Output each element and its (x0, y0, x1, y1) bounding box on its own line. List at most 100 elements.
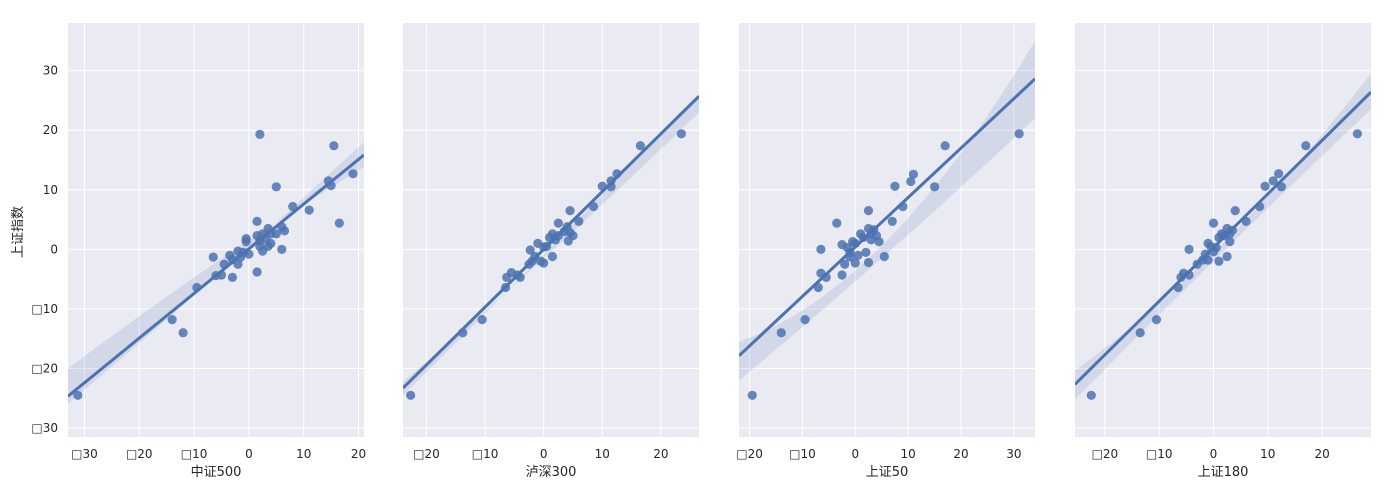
data-point (252, 216, 262, 226)
confidence-band (739, 40, 1035, 381)
data-point (1184, 270, 1194, 280)
x-tick-label: 0 (540, 447, 548, 461)
data-point (233, 259, 243, 269)
data-point (1014, 129, 1024, 139)
data-point (858, 232, 868, 243)
x-tick-label: 20 (953, 447, 968, 461)
data-point (288, 201, 298, 212)
plot-area (739, 40, 1035, 400)
confidence-band (1075, 73, 1371, 400)
data-point (1227, 225, 1238, 235)
panel-3: □20 □10 0 10 20 30 上证50 (736, 23, 1035, 480)
y-axis-label: 上证指数 (11, 206, 26, 258)
data-point (277, 244, 287, 254)
data-point (542, 241, 552, 251)
data-point (850, 258, 860, 268)
data-point (477, 315, 487, 325)
data-point (747, 390, 757, 400)
data-point (1241, 216, 1251, 226)
data-point (863, 257, 874, 268)
data-point (1135, 328, 1145, 338)
x-tick-label: 10 (1260, 447, 1275, 461)
data-point (1203, 255, 1213, 265)
data-point (635, 141, 645, 151)
x-tick-label: 10 (296, 447, 311, 461)
data-point (208, 252, 218, 262)
data-point (863, 206, 874, 216)
data-point (515, 272, 525, 282)
data-point (1214, 256, 1224, 266)
data-point (1086, 390, 1096, 400)
panel-4: □20 □10 0 10 20 上证180 (1075, 23, 1371, 480)
data-point (568, 231, 578, 241)
data-point (676, 129, 687, 139)
y-tick-label: □20 (31, 361, 58, 375)
x-axis-label: 中证500 (191, 465, 242, 480)
data-point (874, 237, 884, 247)
data-point (565, 206, 575, 216)
x-tick-label: 20 (1314, 447, 1329, 461)
data-point (539, 258, 549, 268)
x-tick-label: □10 (789, 447, 816, 461)
x-axis-label: 泸深300 (526, 465, 577, 480)
data-point (1173, 282, 1183, 293)
data-point (406, 390, 416, 400)
data-point (1260, 181, 1270, 191)
data-point (271, 182, 281, 192)
data-point (800, 315, 810, 325)
data-point (1225, 237, 1235, 247)
data-point (553, 218, 563, 228)
x-tick-label: □10 (181, 447, 208, 461)
data-point (1255, 201, 1265, 212)
data-point (1184, 244, 1194, 254)
data-point (525, 245, 535, 255)
data-point (837, 270, 847, 280)
data-point (898, 201, 908, 212)
data-point (850, 238, 860, 249)
data-point (929, 182, 940, 192)
y-tick-label: □30 (31, 421, 58, 435)
data-point (167, 315, 177, 325)
y-tick-label: 10 (43, 183, 58, 197)
data-point (1230, 206, 1240, 216)
data-point (216, 270, 227, 280)
data-point (241, 234, 251, 244)
data-point (908, 169, 919, 179)
panel-background (68, 23, 364, 437)
panels: □30 □20 □10 0 10 20 □30 □20 □10 0 10 20 30 中证500 □20 □1… (31, 23, 1371, 480)
data-point (244, 249, 254, 259)
data-point (1274, 169, 1284, 179)
data-point (266, 238, 276, 249)
panel-background (739, 23, 1035, 437)
plot-area (1075, 73, 1371, 400)
x-tick-label: □10 (472, 447, 499, 461)
data-point (821, 272, 831, 282)
data-point (348, 169, 358, 179)
data-point (334, 218, 344, 228)
x-tick-label: □20 (736, 447, 763, 461)
y-tick-label: 20 (43, 123, 58, 137)
data-point (329, 141, 339, 151)
data-point (1352, 129, 1363, 139)
data-point (1211, 242, 1221, 253)
plot-area (403, 94, 699, 400)
data-point (271, 229, 281, 239)
data-point (255, 129, 265, 139)
data-point (500, 282, 511, 293)
data-point (816, 244, 826, 254)
data-point (840, 259, 850, 269)
x-tick-label: 0 (851, 447, 859, 461)
data-point (606, 176, 616, 186)
data-point (1151, 315, 1162, 325)
data-point (612, 169, 622, 179)
data-point (326, 181, 336, 191)
data-point (547, 251, 558, 262)
data-point (304, 205, 314, 215)
data-point (906, 176, 916, 187)
data-point (1208, 218, 1219, 228)
data-point (227, 272, 238, 282)
data-point (73, 390, 83, 400)
data-point (178, 328, 188, 338)
x-tick-label: □20 (413, 447, 440, 461)
